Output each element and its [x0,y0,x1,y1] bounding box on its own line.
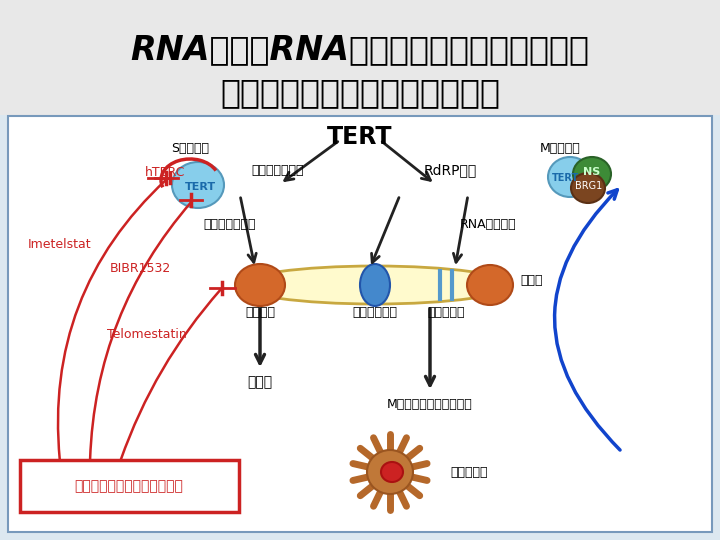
FancyBboxPatch shape [8,116,712,532]
Ellipse shape [467,265,513,305]
Text: Imetelstat: Imetelstat [28,239,91,252]
Text: BIBR1532: BIBR1532 [110,261,171,274]
Text: テロメア長維持: テロメア長維持 [204,219,256,232]
Text: 幹細胞因子: 幹細胞因子 [427,307,464,320]
Text: 従来の抗テロメラーゼ薬開発: 従来の抗テロメラーゼ薬開発 [75,479,184,493]
Ellipse shape [360,264,390,306]
Text: hTERC: hTERC [145,165,185,179]
Ellipse shape [235,264,285,306]
Text: M期進行と正常細胞分裂: M期進行と正常細胞分裂 [387,397,473,410]
Ellipse shape [172,162,224,208]
Text: 逆転写酵素活性: 逆転写酵素活性 [252,164,305,177]
Text: 開発によるがん幹細胞標的治療: 開発によるがん幹細胞標的治療 [220,77,500,110]
Text: BRG1: BRG1 [575,181,603,191]
Bar [0,0,720,115]
Text: TERT: TERT [552,173,580,183]
Text: TERT: TERT [184,182,215,192]
Text: Telomestatin: Telomestatin [107,328,186,341]
Ellipse shape [548,157,592,197]
Ellipse shape [573,157,611,191]
Text: RNA発現制御: RNA発現制御 [459,219,516,232]
Text: RdRP活性: RdRP活性 [423,163,477,177]
Text: セントロメア: セントロメア [353,307,397,320]
Text: S期特異的: S期特異的 [171,141,209,154]
FancyBboxPatch shape [20,460,239,512]
Ellipse shape [571,173,605,203]
Text: TERT: TERT [328,125,392,149]
Text: M期特異的: M期特異的 [539,141,580,154]
Ellipse shape [240,266,510,304]
Ellipse shape [367,450,413,494]
Ellipse shape [381,462,403,482]
Text: 染色体: 染色体 [520,274,542,287]
Text: テロメア: テロメア [245,307,275,320]
Text: がん幹細胞: がん幹細胞 [450,465,487,478]
Text: NS: NS [583,167,600,177]
Text: 不死化: 不死化 [248,375,273,389]
Text: RNA依存性RNAポリメラーゼ活性阻害剤の: RNA依存性RNAポリメラーゼ活性阻害剤の [130,33,590,66]
